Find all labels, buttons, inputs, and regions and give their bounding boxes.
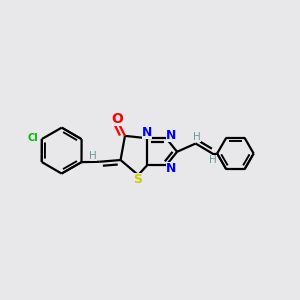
Text: N: N <box>142 126 152 140</box>
Text: H: H <box>193 132 201 142</box>
Text: H: H <box>89 151 97 161</box>
Text: N: N <box>166 162 177 175</box>
Text: Cl: Cl <box>28 133 38 142</box>
Text: O: O <box>111 112 123 126</box>
Text: N: N <box>166 129 177 142</box>
Text: H: H <box>209 155 217 165</box>
Text: S: S <box>133 173 142 186</box>
